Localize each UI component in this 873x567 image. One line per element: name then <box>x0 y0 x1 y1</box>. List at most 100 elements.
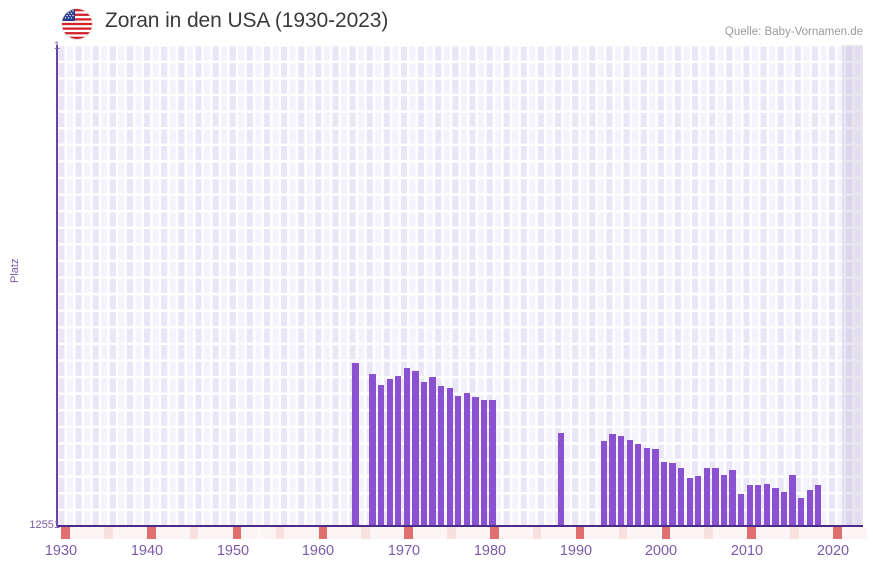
x-tick-1933 <box>87 527 96 539</box>
bar-2010[interactable] <box>737 494 745 526</box>
x-tick-1998 <box>644 527 653 539</box>
bar-1973[interactable] <box>420 382 428 526</box>
x-tick-1961 <box>327 527 336 539</box>
x-tick-1986 <box>541 527 551 539</box>
bar-2017[interactable] <box>797 498 805 526</box>
bar-1967[interactable] <box>369 374 376 526</box>
bar-2019[interactable] <box>806 490 813 526</box>
x-tick-2018 <box>815 527 825 539</box>
x-tick-2007 <box>721 527 731 539</box>
x-tick-1979 <box>481 527 490 539</box>
x-tick-1948 <box>215 527 225 539</box>
bar-1998[interactable] <box>635 444 642 526</box>
x-tick-2013 <box>772 527 782 539</box>
bar-2018[interactable] <box>780 492 788 526</box>
bar-1969[interactable] <box>386 379 393 526</box>
x-tick-1980 <box>490 527 499 539</box>
x-tick-1934 <box>95 527 105 539</box>
x-tick-1983 <box>515 527 525 539</box>
x-tick-1982 <box>507 527 516 539</box>
bar-2020[interactable] <box>815 485 822 526</box>
x-tick-label-2010: 2010 <box>730 543 764 559</box>
bar-1978[interactable] <box>463 393 470 526</box>
x-tick-1999 <box>652 527 662 539</box>
bar-2004[interactable] <box>686 478 693 526</box>
x-tick-1944 <box>181 527 190 539</box>
bar-1968[interactable] <box>378 385 385 526</box>
page-title: Zoran in den USA (1930-2023) <box>105 9 389 32</box>
x-tick-2000 <box>661 527 671 539</box>
x-tick-2009 <box>738 527 748 539</box>
x-tick-1970 <box>404 527 413 539</box>
x-tick-1966 <box>369 527 379 539</box>
bar-2005[interactable] <box>695 476 702 526</box>
x-tick-2016 <box>798 527 808 539</box>
bar-2011[interactable] <box>746 485 753 526</box>
x-tick-2012 <box>764 527 773 539</box>
x-tick-2008 <box>730 527 739 539</box>
x-tick-1993 <box>601 527 611 539</box>
bar-1981[interactable] <box>489 400 496 526</box>
bar-1970[interactable] <box>395 376 402 526</box>
bar-2013[interactable] <box>763 484 770 526</box>
x-tick-1978 <box>472 527 482 539</box>
x-tick-label-1970: 1970 <box>387 543 421 559</box>
bar-1997[interactable] <box>626 440 633 526</box>
x-tick-1971 <box>412 527 422 539</box>
bar-1977[interactable] <box>455 396 462 526</box>
x-tick-1994 <box>610 527 619 539</box>
x-tick-label-1950: 1950 <box>216 543 250 559</box>
x-tick-1960 <box>318 527 328 539</box>
x-tick-1973 <box>429 527 439 539</box>
x-tick-label-2020: 2020 <box>816 543 850 559</box>
bar-1976[interactable] <box>446 388 453 526</box>
bar-2003[interactable] <box>678 468 685 526</box>
x-tick-1981 <box>498 527 508 539</box>
x-tick-1941 <box>155 527 165 539</box>
x-tick-1931 <box>69 527 79 539</box>
x-tick-2014 <box>781 527 791 539</box>
bar-2007[interactable] <box>712 468 719 526</box>
bar-1994[interactable] <box>600 441 608 526</box>
x-tick-1935 <box>104 527 113 539</box>
x-tick-1951 <box>241 527 250 539</box>
x-tick-1956 <box>284 527 293 539</box>
x-tick-1932 <box>78 527 87 539</box>
bar-1999[interactable] <box>643 448 651 526</box>
x-tick-1939 <box>138 527 148 539</box>
chart-header: Zoran in den USA (1930-2023) Quelle: Bab… <box>0 0 873 45</box>
x-tick-1989 <box>567 527 576 539</box>
bar-1980[interactable] <box>480 400 488 526</box>
bar-2008[interactable] <box>720 475 728 526</box>
bar-2000[interactable] <box>652 449 659 526</box>
x-tick-2003 <box>687 527 696 539</box>
bar-1996[interactable] <box>618 436 625 526</box>
bar-1989[interactable] <box>558 433 565 526</box>
us-flag-icon <box>62 9 92 39</box>
x-tick-2005 <box>704 527 713 539</box>
x-tick-1968 <box>387 527 396 539</box>
bar-1995[interactable] <box>609 434 616 526</box>
bar-1974[interactable] <box>429 377 436 526</box>
bar-2009[interactable] <box>729 470 736 526</box>
x-tick-1963 <box>344 527 353 539</box>
bar-2014[interactable] <box>772 488 779 526</box>
bar-1979[interactable] <box>472 397 479 526</box>
source-label: Quelle: Baby-Vornamen.de <box>724 26 863 38</box>
x-tick-2022 <box>850 527 859 539</box>
bar-1965[interactable] <box>352 363 359 526</box>
bar-2012[interactable] <box>755 485 762 526</box>
bar-1972[interactable] <box>412 371 419 526</box>
x-tick-1954 <box>267 527 276 539</box>
x-tick-1996 <box>627 527 636 539</box>
x-tick-2015 <box>790 527 799 539</box>
x-tick-1997 <box>635 527 645 539</box>
bar-2016[interactable] <box>789 475 796 526</box>
x-tick-2002 <box>678 527 688 539</box>
x-axis-line <box>57 525 863 527</box>
bar-1971[interactable] <box>403 368 411 526</box>
bar-2006[interactable] <box>703 468 711 526</box>
bar-2002[interactable] <box>669 463 676 526</box>
bar-2001[interactable] <box>660 462 668 526</box>
bar-1975[interactable] <box>437 386 445 526</box>
